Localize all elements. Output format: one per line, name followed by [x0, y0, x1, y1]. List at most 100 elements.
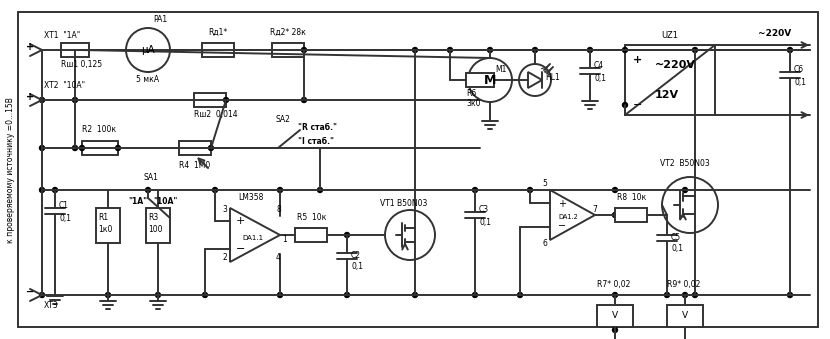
Circle shape [212, 187, 217, 193]
Circle shape [588, 47, 593, 53]
Text: Rш2  0,014: Rш2 0,014 [194, 109, 237, 119]
Text: +: + [26, 92, 34, 102]
Bar [597, 305, 633, 327]
Circle shape [528, 187, 533, 193]
Text: C5: C5 [671, 233, 681, 241]
Circle shape [203, 293, 208, 298]
Text: M1: M1 [495, 65, 506, 75]
Text: SA1: SA1 [143, 174, 158, 182]
Bar [625, 45, 715, 115]
Circle shape [487, 47, 492, 53]
Text: XT1  "1A": XT1 "1A" [44, 32, 81, 40]
Text: 6: 6 [542, 239, 547, 248]
Text: 2: 2 [222, 254, 227, 262]
Circle shape [788, 293, 793, 298]
Circle shape [223, 98, 228, 102]
Text: 7: 7 [592, 205, 597, 215]
Text: C6: C6 [794, 65, 804, 75]
Text: ~220V: ~220V [758, 28, 791, 38]
Text: XT2  "10A": XT2 "10A" [44, 81, 85, 91]
Circle shape [105, 293, 110, 298]
Circle shape [682, 187, 687, 193]
Text: ~220V: ~220V [655, 60, 696, 70]
Circle shape [665, 213, 670, 218]
Circle shape [413, 293, 417, 298]
Text: 4: 4 [276, 254, 281, 262]
Circle shape [682, 293, 687, 298]
Text: R9* 0,02: R9* 0,02 [667, 280, 701, 290]
Circle shape [80, 145, 85, 151]
Text: HL1: HL1 [545, 73, 559, 81]
Circle shape [613, 327, 618, 333]
Text: "1А": "1А" [128, 198, 147, 206]
Text: R6: R6 [466, 89, 476, 99]
Circle shape [208, 145, 213, 151]
Circle shape [692, 47, 697, 53]
Text: VT1 B50N03: VT1 B50N03 [380, 199, 427, 207]
Circle shape [468, 58, 512, 102]
Text: DA1.2: DA1.2 [558, 214, 578, 220]
Circle shape [72, 98, 77, 102]
Circle shape [40, 293, 45, 298]
Text: +: + [633, 55, 642, 65]
Text: C3: C3 [479, 205, 489, 215]
Circle shape [622, 102, 627, 107]
Text: M: M [484, 74, 496, 86]
Circle shape [517, 293, 523, 298]
Text: R4  1М0: R4 1М0 [179, 161, 210, 171]
Text: DA1.1: DA1.1 [242, 235, 263, 241]
Text: Rд1*: Rд1* [208, 27, 227, 37]
Text: +: + [26, 42, 34, 52]
Text: 100: 100 [148, 225, 163, 235]
Text: +: + [558, 199, 566, 209]
Text: Rд2* 28к: Rд2* 28к [270, 27, 306, 37]
Circle shape [72, 47, 77, 53]
Circle shape [613, 187, 618, 193]
Circle shape [126, 28, 170, 72]
Text: R7* 0,02: R7* 0,02 [597, 280, 630, 290]
Circle shape [662, 177, 718, 233]
Text: XT3: XT3 [44, 300, 59, 310]
Circle shape [788, 47, 793, 53]
Circle shape [533, 47, 538, 53]
Text: 1к0: 1к0 [98, 225, 112, 235]
Text: V: V [612, 312, 618, 320]
Text: Rш1 0,125: Rш1 0,125 [61, 60, 102, 68]
Text: 0,1: 0,1 [479, 218, 491, 226]
Text: −: − [236, 244, 246, 254]
Bar [194, 93, 226, 107]
Circle shape [40, 145, 45, 151]
Text: LM358: LM358 [238, 194, 263, 202]
Circle shape [72, 145, 77, 151]
Circle shape [277, 293, 282, 298]
Text: UZ1: UZ1 [662, 31, 678, 40]
Text: 1: 1 [282, 236, 286, 244]
Text: −: − [26, 287, 34, 297]
Circle shape [40, 187, 45, 193]
Circle shape [52, 187, 57, 193]
Circle shape [344, 293, 349, 298]
Text: C1: C1 [59, 201, 69, 211]
Bar [179, 141, 211, 155]
Circle shape [413, 47, 417, 53]
Circle shape [519, 64, 551, 96]
Text: 5 мкА: 5 мкА [136, 76, 159, 84]
Text: R5  10к: R5 10к [297, 213, 326, 221]
Text: R1: R1 [98, 214, 108, 222]
Bar [61, 43, 89, 57]
Circle shape [301, 98, 306, 102]
Text: 3к0: 3к0 [466, 100, 481, 108]
Bar [146, 208, 170, 243]
Bar [295, 228, 327, 242]
Bar [667, 305, 703, 327]
Text: PA1: PA1 [153, 16, 167, 24]
Circle shape [472, 187, 477, 193]
Text: 0,1: 0,1 [59, 214, 71, 222]
Circle shape [115, 145, 120, 151]
Text: R8  10к: R8 10к [617, 193, 647, 201]
Text: 0,1: 0,1 [671, 244, 683, 254]
Bar [615, 208, 647, 222]
Bar [96, 208, 120, 243]
Text: −: − [633, 100, 642, 110]
Circle shape [613, 293, 618, 298]
